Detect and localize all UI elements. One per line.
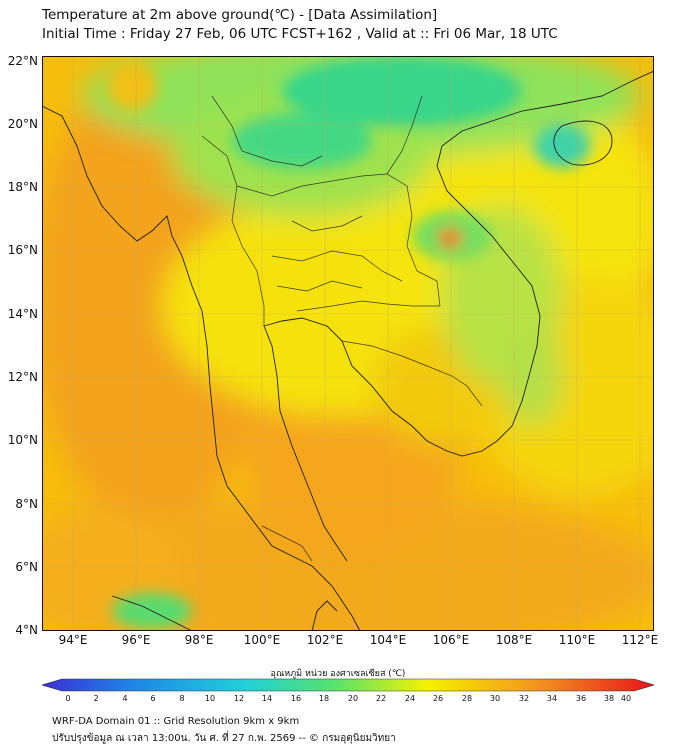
footer-update-info: ปรับปรุงข้อมูล ณ เวลา 13:00น. วัน ศ. ที่…: [52, 733, 396, 744]
colorbar-tick-2: 2: [93, 694, 99, 703]
colorbar-tick-8: 8: [179, 694, 185, 703]
footer-model-info: WRF-DA Domain 01 :: Grid Resolution 9km …: [52, 716, 300, 727]
lat-label-16n: 16°N: [7, 243, 38, 257]
colorbar-tick-32: 32: [518, 694, 530, 703]
colorbar-tick-36: 36: [575, 694, 587, 703]
lon-label-106e: 106°E: [432, 633, 470, 647]
lon-label-100e: 100°E: [243, 633, 281, 647]
colorbar-tick-0: 0: [65, 694, 71, 703]
lat-label-8n: 8°N: [15, 497, 38, 511]
lat-label-20n: 20°N: [7, 117, 38, 131]
colorbar-tick-14: 14: [261, 694, 273, 703]
colorbar-tick-38: 38: [603, 694, 615, 703]
lat-label-10n: 10°N: [7, 433, 38, 447]
lat-label-4n: 4°N: [15, 623, 38, 637]
lon-label-110e: 110°E: [558, 633, 596, 647]
colorbar-tick-26: 26: [432, 694, 444, 703]
colorbar-tick-16: 16: [290, 694, 302, 703]
colorbar-tick-30: 30: [489, 694, 501, 703]
lat-label-6n: 6°N: [15, 560, 38, 574]
lon-label-96e: 96°E: [121, 633, 151, 647]
lon-label-102e: 102°E: [306, 633, 344, 647]
colorbar-tick-20: 20: [347, 694, 359, 703]
country-borders: [201, 95, 483, 562]
lat-label-14n: 14°N: [7, 307, 38, 321]
lon-label-112e: 112°E: [621, 633, 659, 647]
colorbar-tick-34: 34: [546, 694, 558, 703]
colorbar-tick-24: 24: [404, 694, 416, 703]
lon-label-104e: 104°E: [369, 633, 407, 647]
lon-label-108e: 108°E: [495, 633, 533, 647]
lat-label-22n: 22°N: [7, 54, 38, 68]
colorbar-tick-12: 12: [233, 694, 245, 703]
lon-label-98e: 98°E: [184, 633, 214, 647]
colorbar-tick-40: 40: [620, 694, 632, 703]
coastlines: [42, 70, 654, 631]
colorbar-tick-22: 22: [375, 694, 387, 703]
map-border: [42, 56, 654, 631]
lon-label-94e: 94°E: [58, 633, 88, 647]
lat-label-12n: 12°N: [7, 370, 38, 384]
colorbar: [42, 678, 654, 692]
colorbar-tick-18: 18: [318, 694, 330, 703]
colorbar-title: อุณหภูมิ หน่วย องศาเซลเซียส (℃): [270, 669, 406, 679]
colorbar-tick-10: 10: [204, 694, 216, 703]
colorbar-tick-4: 4: [122, 694, 128, 703]
colorbar-tick-6: 6: [150, 694, 156, 703]
colorbar-tick-28: 28: [461, 694, 473, 703]
temperature-map: [42, 56, 654, 631]
lat-label-18n: 18°N: [7, 180, 38, 194]
map-title: Temperature at 2m above ground(℃) - [Dat…: [42, 7, 438, 23]
map-subtitle: Initial Time : Friday 27 Feb, 06 UTC FCS…: [42, 26, 558, 42]
